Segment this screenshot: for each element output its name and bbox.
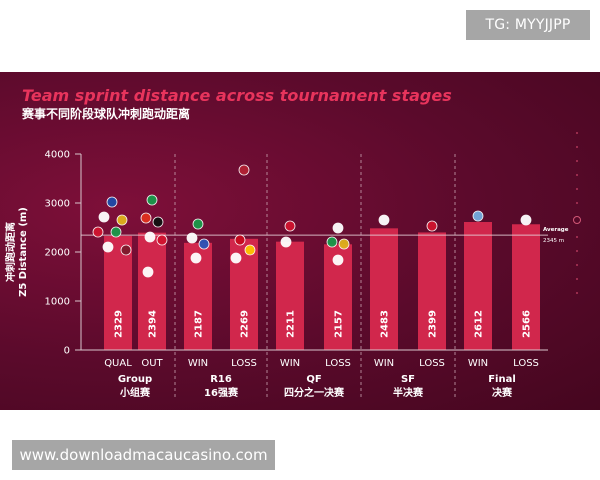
- group-label-cn: 小组赛: [119, 386, 151, 399]
- team-flag-icon: [338, 238, 350, 250]
- x-tick-label: LOSS: [419, 358, 445, 369]
- bar-value-label: 2211: [286, 310, 297, 338]
- y-tick-label: 2000: [45, 248, 70, 259]
- chart-subtitle: 赛事不同阶段球队冲刺跑动距离: [22, 107, 191, 121]
- team-flag-icon: [244, 244, 256, 256]
- bar-value-label: 2329: [114, 310, 125, 338]
- decorative-dots: [572, 132, 582, 306]
- team-flag-icon: [280, 236, 292, 248]
- team-flag-icon: [198, 238, 210, 250]
- bar: [370, 228, 398, 350]
- team-flag-icon: [116, 214, 128, 226]
- team-flag-icon: [472, 210, 484, 222]
- team-flag-icon: [98, 211, 110, 223]
- team-flag-icon: [152, 216, 164, 228]
- team-flag-icon: [332, 254, 344, 266]
- group-label: R16: [210, 374, 232, 385]
- x-tick-label: OUT: [141, 358, 163, 369]
- watermark: www.downloadmacaucasino.com: [12, 440, 275, 470]
- y-axis-title: 冲刺跑动距离: [4, 222, 17, 282]
- group-label-cn: 16强赛: [204, 386, 239, 399]
- average-value-label: 2345 m: [543, 238, 564, 244]
- team-flag-icon: [230, 252, 242, 264]
- team-flag-icon: [142, 266, 154, 278]
- team-flag-icon: [146, 194, 158, 206]
- team-flag-icon: [326, 236, 338, 248]
- y-tick-label: 4000: [45, 150, 70, 161]
- bar-value-label: 2483: [380, 310, 391, 338]
- x-tick-label: LOSS: [325, 358, 351, 369]
- group-label-cn: 半决赛: [393, 386, 424, 399]
- team-flag-icon: [120, 244, 132, 256]
- team-flag-icon: [238, 164, 250, 176]
- y-tick-label: 0: [64, 346, 70, 357]
- bar-value-label: 2157: [334, 310, 345, 338]
- bar-chart: 冲刺跑动距离 Z5 Distance (m) 0 1000 2000 3000 4000 23…: [4, 150, 569, 400]
- team-flag-icon: [110, 226, 122, 238]
- tg-badge: TG: MYYJJPP: [466, 10, 590, 40]
- chart-title: Team sprint distance across tournament s…: [22, 86, 452, 105]
- team-flag-icon: [192, 218, 204, 230]
- x-tick-label: WIN: [468, 358, 488, 369]
- bar: [138, 232, 166, 350]
- x-tick-label: QUAL: [104, 358, 132, 369]
- group-label-cn: 决赛: [492, 386, 513, 399]
- bar-value-label: 2187: [194, 310, 205, 338]
- group-label-cn: 四分之一决赛: [284, 386, 345, 399]
- group-label: SF: [401, 374, 415, 385]
- bar: [418, 232, 446, 350]
- bar-value-label: 2269: [240, 310, 251, 338]
- team-flag-icon: [186, 232, 198, 244]
- bar: [464, 222, 492, 350]
- team-flag-icon: [144, 231, 156, 243]
- y-tick-label: 3000: [45, 199, 70, 210]
- team-flag-icon: [520, 214, 532, 226]
- team-flag-icon: [106, 196, 118, 208]
- group-label: Final: [488, 374, 516, 385]
- team-flag-icon: [426, 220, 438, 232]
- y-tick-label: 1000: [45, 297, 70, 308]
- chart-panel: Team sprint distance across tournament s…: [0, 72, 600, 410]
- team-flag-icon: [284, 220, 296, 232]
- bar-value-label: 2394: [148, 310, 159, 338]
- bar: [512, 224, 540, 350]
- bar-value-label: 2612: [474, 310, 485, 338]
- team-flag-icon: [332, 222, 344, 234]
- x-tick-label: WIN: [188, 358, 208, 369]
- y-axis-title: Z5 Distance (m): [18, 207, 29, 297]
- group-label: Group: [118, 374, 152, 385]
- x-tick-label: WIN: [374, 358, 394, 369]
- team-flag-icon: [102, 241, 114, 253]
- bar-value-label: 2566: [522, 310, 533, 338]
- x-tick-label: WIN: [280, 358, 300, 369]
- team-flag-icon: [92, 226, 104, 238]
- x-tick-label: LOSS: [513, 358, 539, 369]
- x-tick-label: LOSS: [231, 358, 257, 369]
- team-flag-icon: [156, 234, 168, 246]
- bar-value-label: 2399: [428, 310, 439, 338]
- ring-icon: [573, 216, 581, 224]
- team-flag-icon: [378, 214, 390, 226]
- bar: [276, 241, 304, 350]
- average-label: Average: [543, 227, 569, 233]
- team-flag-icon: [234, 234, 246, 246]
- group-label: QF: [306, 374, 321, 385]
- team-flag-icon: [190, 252, 202, 264]
- team-flag-icon: [140, 212, 152, 224]
